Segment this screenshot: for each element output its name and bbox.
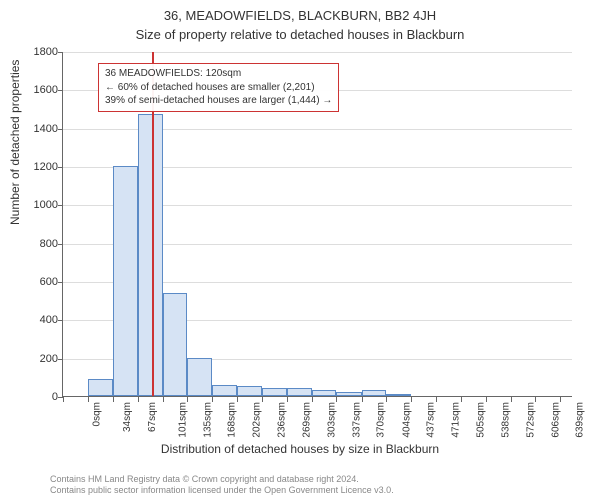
annotation-line-2: ← 60% of detached houses are smaller (2,… xyxy=(105,81,332,95)
xtick-label: 639sqm xyxy=(575,402,586,438)
footer-attribution: Contains HM Land Registry data © Crown c… xyxy=(50,474,394,497)
xtick-mark xyxy=(163,397,164,402)
histogram-bar xyxy=(187,358,212,396)
ytick-label: 1400 xyxy=(18,123,58,135)
ytick-label: 200 xyxy=(18,353,58,365)
histogram-chart: 0200400600800100012001400160018000sqm34s… xyxy=(62,52,572,397)
xtick-mark xyxy=(287,397,288,402)
ytick-mark xyxy=(58,282,63,283)
x-axis-label: Distribution of detached houses by size … xyxy=(0,442,600,456)
ytick-label: 1800 xyxy=(18,46,58,58)
xtick-mark xyxy=(362,397,363,402)
ytick-mark xyxy=(58,320,63,321)
xtick-label: 572sqm xyxy=(525,402,536,438)
histogram-bar xyxy=(386,394,411,396)
xtick-mark xyxy=(88,397,89,402)
xtick-label: 337sqm xyxy=(352,402,363,438)
xtick-mark xyxy=(336,397,337,402)
histogram-bar xyxy=(163,293,187,397)
xtick-label: 0sqm xyxy=(91,402,102,426)
xtick-mark xyxy=(461,397,462,402)
xtick-mark xyxy=(486,397,487,402)
xtick-label: 135sqm xyxy=(202,402,213,438)
histogram-bar xyxy=(312,390,336,396)
xtick-mark xyxy=(237,397,238,402)
xtick-mark xyxy=(560,397,561,402)
xtick-label: 202sqm xyxy=(252,402,263,438)
xtick-label: 538sqm xyxy=(500,402,511,438)
xtick-label: 370sqm xyxy=(376,402,387,438)
xtick-mark xyxy=(113,397,114,402)
xtick-label: 34sqm xyxy=(122,402,133,432)
xtick-label: 606sqm xyxy=(550,402,561,438)
histogram-bar xyxy=(138,114,163,396)
xtick-label: 303sqm xyxy=(327,402,338,438)
xtick-mark xyxy=(187,397,188,402)
ytick-label: 600 xyxy=(18,276,58,288)
ytick-mark xyxy=(58,129,63,130)
xtick-mark xyxy=(63,397,64,402)
page-address: 36, MEADOWFIELDS, BLACKBURN, BB2 4JH xyxy=(0,0,600,23)
ytick-mark xyxy=(58,244,63,245)
ytick-mark xyxy=(58,52,63,53)
xtick-label: 404sqm xyxy=(401,402,412,438)
xtick-mark xyxy=(312,397,313,402)
xtick-label: 437sqm xyxy=(426,402,437,438)
gridline xyxy=(63,52,572,53)
annotation-line-3: 39% of semi-detached houses are larger (… xyxy=(105,94,332,108)
xtick-label: 236sqm xyxy=(277,402,288,438)
ytick-mark xyxy=(58,167,63,168)
ytick-label: 1000 xyxy=(18,199,58,211)
xtick-mark xyxy=(411,397,412,402)
xtick-label: 269sqm xyxy=(301,402,312,438)
ytick-label: 800 xyxy=(18,238,58,250)
xtick-label: 471sqm xyxy=(451,402,462,438)
xtick-mark xyxy=(386,397,387,402)
xtick-mark xyxy=(262,397,263,402)
xtick-label: 168sqm xyxy=(227,402,238,438)
footer-line-2: Contains public sector information licen… xyxy=(50,485,394,496)
histogram-bar xyxy=(212,385,237,397)
ytick-label: 1600 xyxy=(18,84,58,96)
annotation-box: 36 MEADOWFIELDS: 120sqm ← 60% of detache… xyxy=(98,63,339,112)
ytick-label: 1200 xyxy=(18,161,58,173)
ytick-mark xyxy=(58,205,63,206)
histogram-bar xyxy=(262,388,287,396)
page-subtitle: Size of property relative to detached ho… xyxy=(0,23,600,48)
ytick-label: 0 xyxy=(18,391,58,403)
annotation-line-1: 36 MEADOWFIELDS: 120sqm xyxy=(105,67,332,81)
ytick-mark xyxy=(58,90,63,91)
histogram-bar xyxy=(362,390,386,396)
xtick-label: 101sqm xyxy=(177,402,188,438)
ytick-label: 400 xyxy=(18,314,58,326)
ytick-mark xyxy=(58,359,63,360)
xtick-mark xyxy=(436,397,437,402)
xtick-mark xyxy=(138,397,139,402)
xtick-label: 67sqm xyxy=(147,402,158,432)
xtick-mark xyxy=(535,397,536,402)
histogram-bar xyxy=(336,392,361,396)
histogram-bar xyxy=(287,388,312,396)
histogram-bar xyxy=(113,166,138,396)
histogram-bar xyxy=(88,379,112,396)
xtick-label: 505sqm xyxy=(476,402,487,438)
xtick-mark xyxy=(511,397,512,402)
histogram-bar xyxy=(237,386,261,396)
xtick-mark xyxy=(212,397,213,402)
footer-line-1: Contains HM Land Registry data © Crown c… xyxy=(50,474,394,485)
